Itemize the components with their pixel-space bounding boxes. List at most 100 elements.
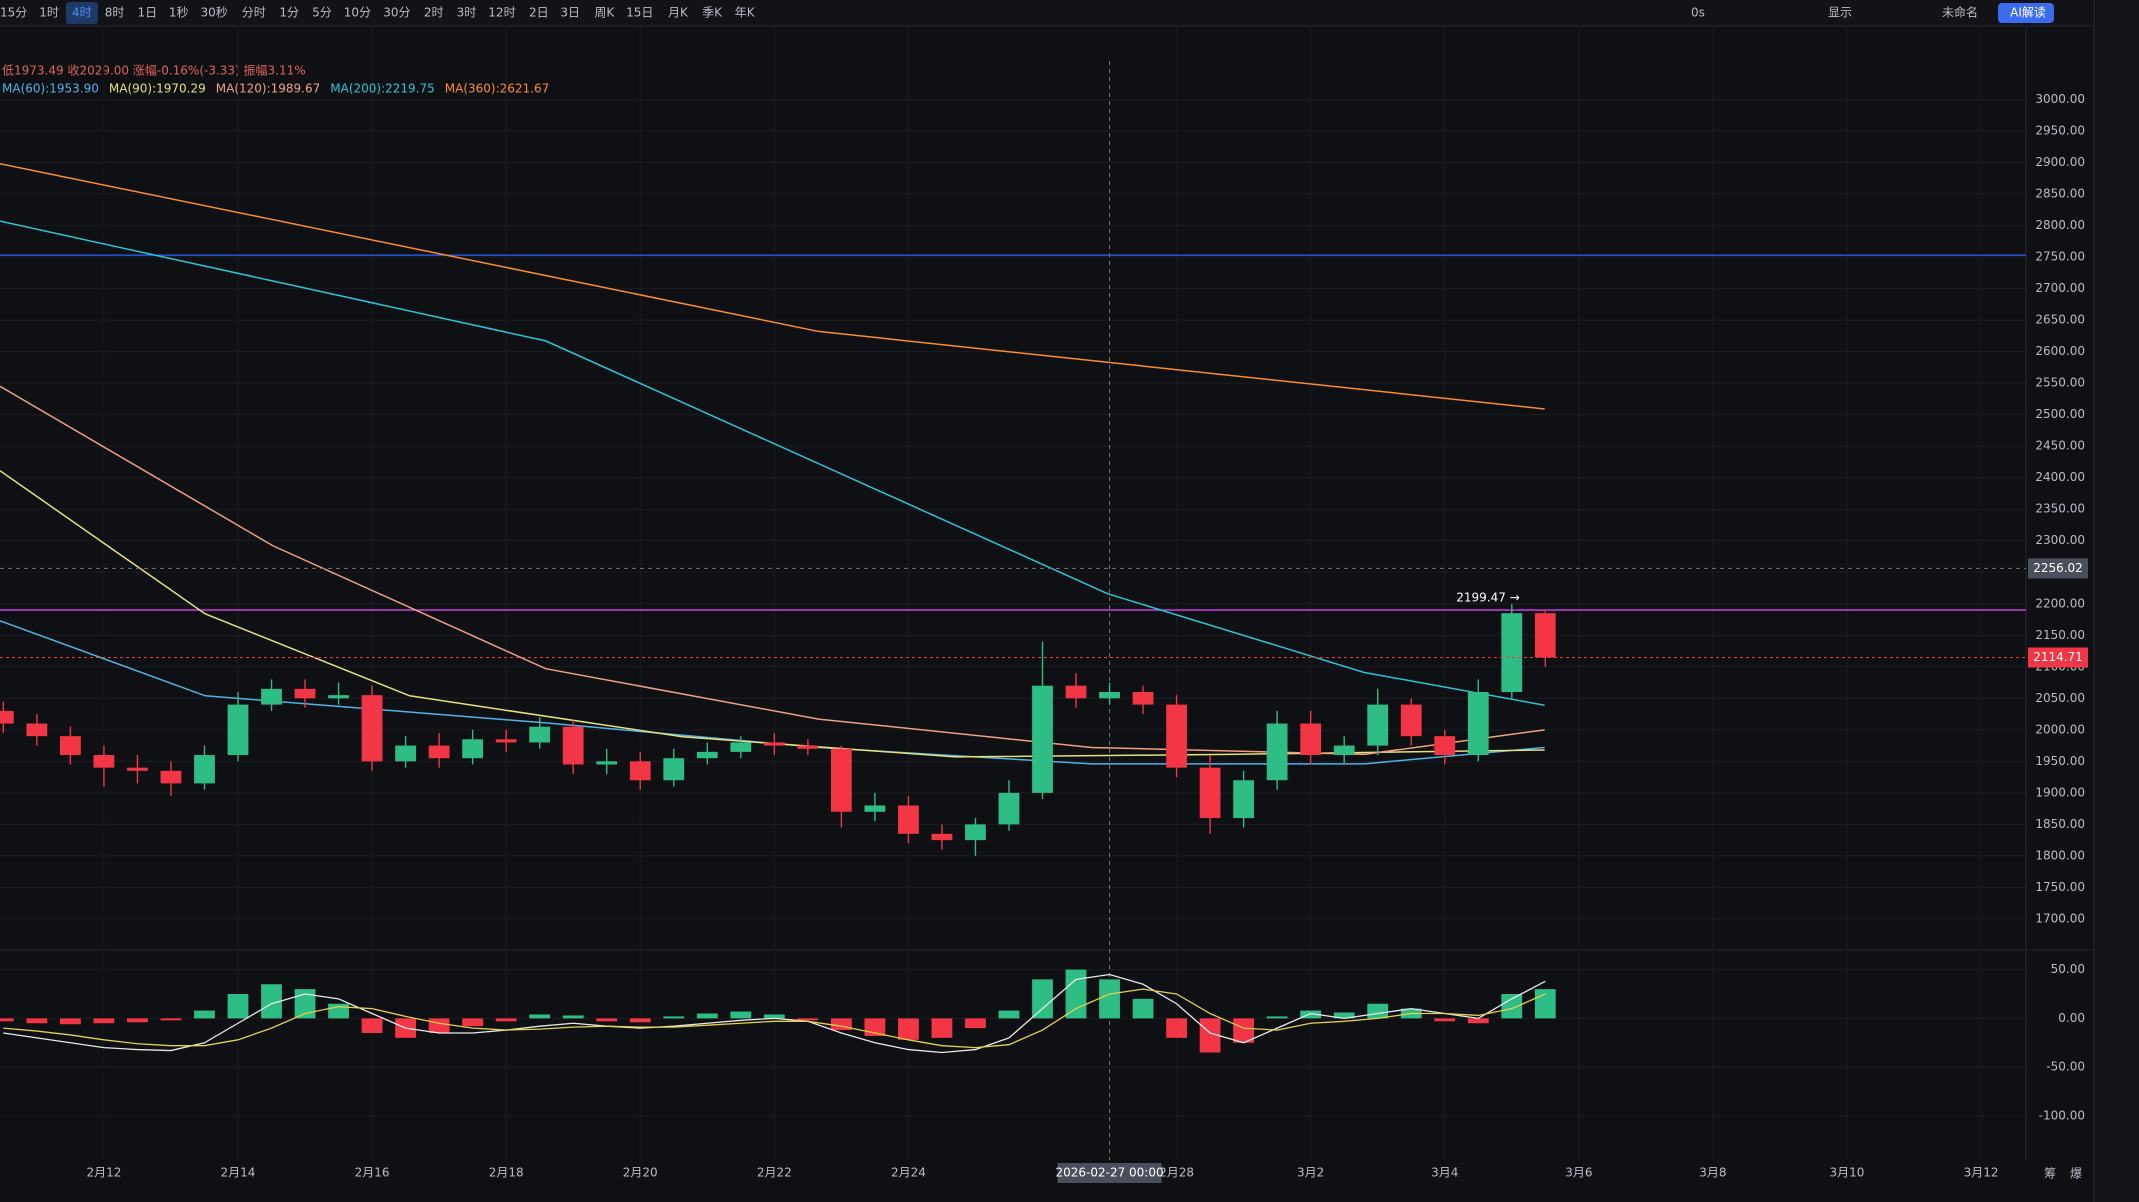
x-tick-label: 2月12 [86,1166,121,1180]
candle-body [26,723,48,737]
macd-bar [1467,1018,1489,1024]
candle-body [1233,780,1255,819]
x-tick-label: 2月14 [221,1166,256,1180]
macd-tick-label: -100.00 [2039,1108,2085,1122]
candle-body [0,710,14,724]
candle-body [1099,692,1120,699]
interval-button[interactable]: 2日 [529,6,549,20]
corner-button[interactable]: 爆 [2070,1167,2082,1181]
macd-bar [1534,989,1556,1019]
y-tick-label: 2400.00 [2035,470,2085,484]
macd-bar [965,1018,986,1029]
macd-bar [1166,1018,1187,1038]
interval-button[interactable]: 季K [702,6,723,20]
candle-body [1333,745,1355,756]
candle-body [1400,704,1422,737]
x-tick-label: 2月28 [1159,1166,1194,1180]
candle-body [227,704,249,756]
candle-body [1266,723,1288,781]
interval-button[interactable]: 2时 [424,6,444,20]
candle-body [1032,685,1053,793]
interval-button[interactable]: 周K [594,6,615,20]
candle-body [1467,692,1489,756]
interval-button[interactable]: 1分 [279,6,299,20]
candle-body [60,736,81,756]
moving-average [0,220,1545,706]
macd-bar [294,989,316,1019]
y-tick-label: 1900.00 [2035,785,2085,799]
interval-button[interactable]: 年K [735,6,756,20]
candle-body [1501,613,1523,693]
interval-selected [65,2,98,24]
interval-button[interactable]: 1日 [137,6,157,20]
y-tick-label: 2650.00 [2035,313,2085,327]
macd-bar [898,1018,919,1040]
interval-button[interactable]: 5分 [312,6,332,20]
interval-button[interactable]: 3日 [560,6,580,20]
interval-button[interactable]: 1时 [39,6,59,20]
interval-button[interactable]: 30秒 [201,6,228,20]
candle-body [1434,736,1456,756]
interval-button[interactable]: 10分 [344,6,371,20]
candle-body [1132,692,1154,705]
interval-button[interactable]: 12时 [488,6,515,20]
macd-bar [1367,1003,1389,1019]
macd-bar [931,1018,953,1038]
x-tick-label: 3月4 [1431,1166,1458,1180]
candle-body [93,755,115,768]
macd-bar [562,1015,584,1019]
y-tick-label: 1850.00 [2035,817,2085,831]
candle-body [194,755,215,784]
toolbar-button[interactable]: AI解读 [2010,6,2046,20]
macd-bar [529,1014,551,1019]
macd-tick-label: -50.00 [2046,1060,2085,1074]
candle-body [629,761,651,781]
x-tick-label: 2月16 [355,1166,390,1180]
macd-tick-label: 50.00 [2051,962,2085,976]
y-tick-label: 2800.00 [2035,218,2085,232]
candle-body [462,739,484,759]
candle-body [495,739,517,743]
y-tick-label: 1750.00 [2035,880,2085,894]
macd-bar [60,1018,81,1025]
moving-average [0,163,1545,410]
moving-average [0,470,1545,758]
macd-bar [998,1010,1020,1019]
macd-bar [361,1018,383,1033]
interval-button[interactable]: 月K [668,6,689,20]
macd-bar [495,1018,517,1022]
candle-body [261,688,282,705]
macd-bar [428,1018,450,1033]
interval-button[interactable]: 8时 [105,6,125,20]
macd-bar [1065,969,1087,1019]
y-tick-label: 2150.00 [2035,628,2085,642]
macd-dea [3,988,1546,1049]
macd-bar [0,1018,14,1022]
corner-button[interactable]: 筹 [2044,1167,2056,1181]
macd-bar [629,1018,651,1023]
interval-button[interactable]: 30分 [383,6,410,20]
macd-bar [763,1014,785,1019]
x-tick-label: 3月2 [1297,1166,1324,1180]
toolbar-button[interactable]: 未命名 [1942,5,1978,20]
interval-button[interactable]: 15分 [0,6,27,20]
macd-bar [93,1018,115,1024]
x-tick-label: 3月6 [1565,1166,1592,1180]
macd-bar [1300,1010,1322,1019]
candle-body [361,695,383,762]
macd-bar [1434,1018,1456,1022]
interval-button[interactable]: 4时 [72,6,92,20]
interval-button[interactable]: 分时 [242,6,266,20]
macd-bar [26,1018,48,1024]
interval-button[interactable]: 15日 [626,6,653,20]
interval-button[interactable]: 3时 [457,6,477,20]
x-tick-label: 2月24 [891,1166,926,1180]
toolbar-button[interactable]: 0s [1691,6,1705,20]
toolbar-button[interactable]: 显示 [1828,6,1852,20]
interval-button[interactable]: 1秒 [169,6,189,20]
moving-average [0,385,1545,756]
candle-body [1199,767,1221,819]
crosshair-time: 2026-02-27 00:00 [1055,1166,1163,1180]
macd-bar [696,1013,718,1019]
